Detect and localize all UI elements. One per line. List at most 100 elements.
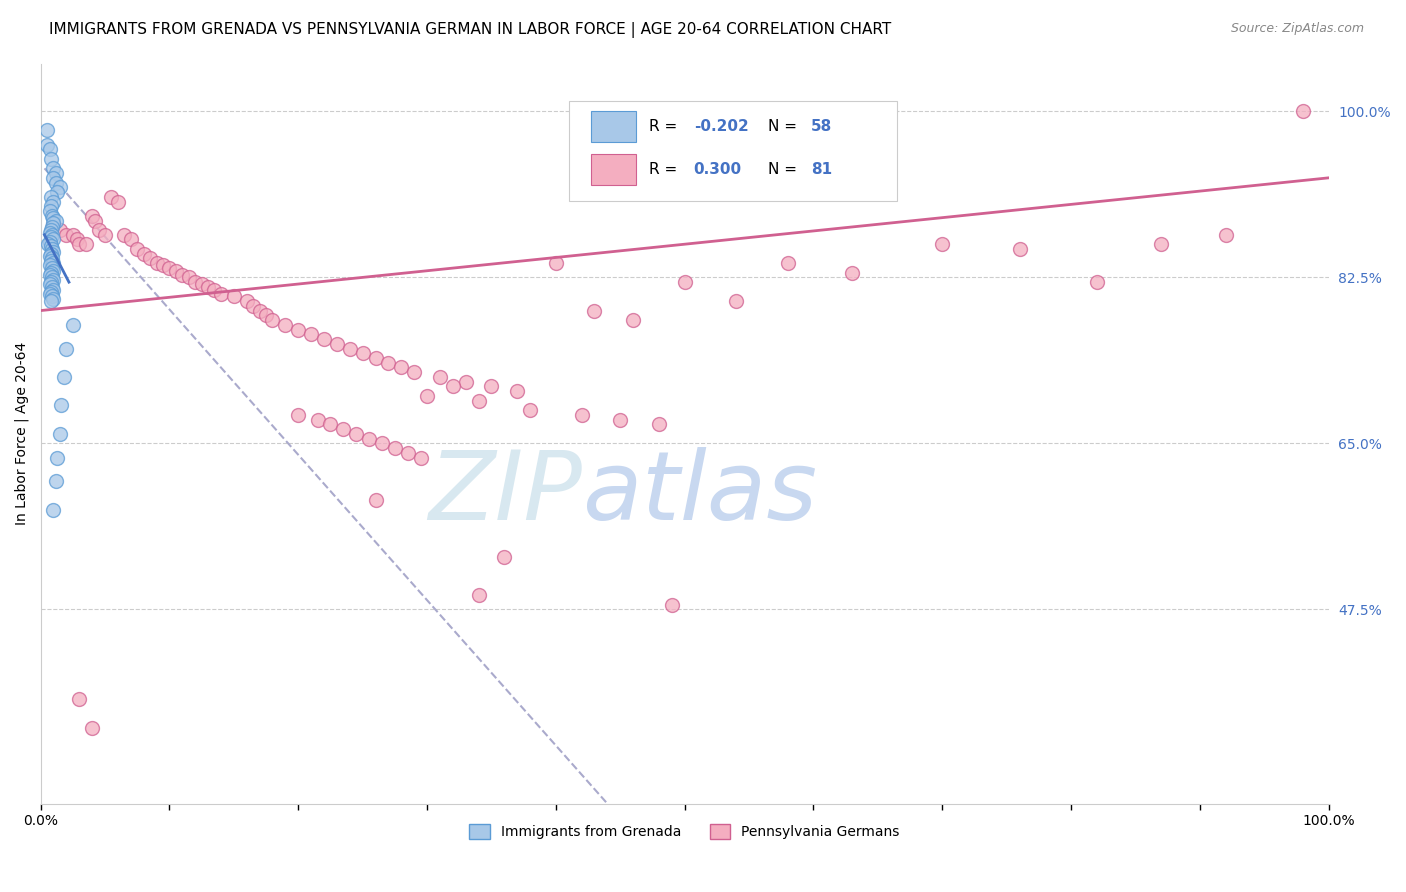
Point	[42, 232, 65, 246]
Point	[120, 232, 142, 246]
Point	[242, 299, 264, 313]
Point	[38, 204, 60, 219]
Point	[377, 356, 399, 370]
Point	[1150, 237, 1173, 252]
Point	[673, 275, 696, 289]
Point	[42, 502, 65, 516]
Point	[352, 346, 374, 360]
Point	[39, 266, 62, 280]
Point	[39, 239, 62, 253]
Point	[776, 256, 799, 270]
Point	[39, 246, 62, 260]
Point	[1085, 275, 1108, 289]
Point	[39, 254, 62, 268]
Point	[38, 258, 60, 272]
Point	[384, 441, 406, 455]
Point	[583, 303, 606, 318]
Text: R =: R =	[648, 162, 682, 178]
Legend: Immigrants from Grenada, Pennsylvania Germans: Immigrants from Grenada, Pennsylvania Ge…	[464, 819, 905, 845]
Point	[38, 277, 60, 291]
Point	[35, 137, 58, 152]
Point	[46, 185, 69, 199]
Point	[621, 313, 644, 327]
Point	[307, 412, 329, 426]
Point	[38, 142, 60, 156]
Point	[254, 308, 277, 322]
Point	[100, 190, 122, 204]
Text: N =: N =	[768, 162, 803, 178]
Point	[389, 360, 412, 375]
Point	[235, 294, 257, 309]
Point	[39, 199, 62, 213]
Point	[39, 275, 62, 289]
Point	[249, 303, 271, 318]
Point	[112, 227, 135, 242]
Point	[1008, 242, 1031, 256]
Point	[357, 432, 380, 446]
Point	[172, 268, 194, 282]
Point	[42, 219, 65, 233]
Point	[41, 227, 63, 242]
Text: Source: ZipAtlas.com: Source: ZipAtlas.com	[1230, 22, 1364, 36]
Point	[46, 450, 69, 465]
Point	[339, 342, 361, 356]
Point	[184, 275, 207, 289]
Point	[165, 264, 187, 278]
Point	[190, 277, 212, 291]
Point	[83, 213, 105, 227]
Point	[519, 403, 541, 417]
Point	[506, 384, 529, 399]
Point	[66, 232, 89, 246]
Point	[45, 176, 67, 190]
FancyBboxPatch shape	[568, 101, 897, 201]
Point	[39, 223, 62, 237]
Text: 81: 81	[811, 162, 832, 178]
Point	[38, 286, 60, 301]
Point	[454, 375, 477, 389]
Text: 0.300: 0.300	[693, 162, 742, 178]
Text: atlas: atlas	[582, 447, 817, 540]
Point	[661, 598, 683, 612]
Point	[42, 244, 65, 259]
Point	[94, 227, 117, 242]
Point	[41, 220, 63, 235]
Point	[49, 223, 72, 237]
Point	[127, 242, 149, 256]
Point	[145, 256, 167, 270]
Text: -0.202: -0.202	[693, 120, 748, 135]
Point	[39, 190, 62, 204]
Point	[82, 721, 104, 735]
Point	[481, 379, 503, 393]
Point	[364, 493, 387, 508]
Point	[725, 294, 748, 309]
Bar	[591, 154, 636, 186]
Point	[429, 370, 451, 384]
Point	[139, 252, 162, 266]
Point	[42, 170, 65, 185]
Point	[42, 161, 65, 176]
Point	[87, 223, 110, 237]
Text: ZIP: ZIP	[427, 447, 582, 540]
Point	[38, 226, 60, 240]
Point	[41, 252, 63, 266]
Point	[197, 280, 219, 294]
Point	[62, 227, 84, 242]
Point	[42, 256, 65, 270]
Point	[39, 229, 62, 244]
Point	[42, 211, 65, 225]
Point	[39, 285, 62, 299]
Point	[152, 258, 174, 272]
Text: 58: 58	[811, 120, 832, 135]
Point	[41, 270, 63, 285]
Text: N =: N =	[768, 120, 803, 135]
Point	[132, 246, 155, 260]
Point	[416, 389, 439, 403]
Text: IMMIGRANTS FROM GRENADA VS PENNSYLVANIA GERMAN IN LABOR FORCE | AGE 20-64 CORREL: IMMIGRANTS FROM GRENADA VS PENNSYLVANIA …	[49, 22, 891, 38]
Point	[571, 408, 593, 422]
Point	[42, 283, 65, 297]
Text: R =: R =	[648, 120, 682, 135]
Point	[1215, 227, 1237, 242]
Point	[404, 365, 426, 379]
Point	[35, 123, 58, 137]
Point	[841, 266, 863, 280]
